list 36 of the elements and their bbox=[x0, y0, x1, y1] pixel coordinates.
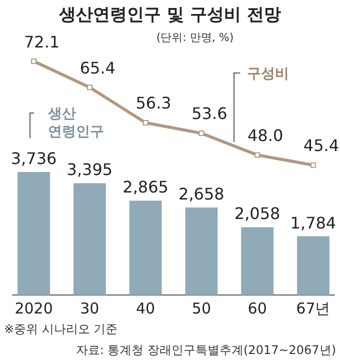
text: 구성비 bbox=[247, 66, 289, 82]
x-tick-label: 67년 bbox=[296, 300, 330, 318]
data-label: 53.6 bbox=[192, 104, 228, 124]
data-label: 2,865 bbox=[122, 178, 168, 197]
data-label: 3,736 bbox=[10, 148, 57, 168]
data-label: 45.4 bbox=[303, 136, 340, 156]
x-tick-label: 30 bbox=[80, 300, 100, 318]
data-label: 72.1 bbox=[24, 32, 60, 52]
data-label: 56.3 bbox=[136, 94, 172, 113]
chart-subtitle: (단위: 만명, %) bbox=[156, 31, 234, 44]
bar bbox=[73, 183, 106, 295]
data-label: 1,784 bbox=[290, 213, 336, 232]
data-label: 2,058 bbox=[234, 204, 280, 224]
bar bbox=[241, 227, 274, 295]
text: 자료: 통계청 장래인구특별추계(2017~2067년) bbox=[76, 343, 336, 357]
data-label: 2,658 bbox=[178, 184, 224, 204]
bar bbox=[18, 172, 50, 295]
data-label: 48.0 bbox=[248, 126, 284, 145]
x-tick-label: 2020 bbox=[14, 300, 53, 318]
x-tick-label: 60 bbox=[248, 300, 267, 318]
chart-title: 생산연령인구 및 구성비 전망 bbox=[58, 5, 281, 25]
data-label: 3,395 bbox=[66, 160, 113, 180]
bar bbox=[185, 207, 218, 295]
point bbox=[198, 130, 204, 136]
x-tick-label: 40 bbox=[136, 300, 156, 318]
point bbox=[86, 84, 92, 90]
bar bbox=[297, 236, 330, 295]
point bbox=[31, 58, 37, 64]
text: 생산 연령인구 bbox=[47, 106, 104, 140]
x-tick-label: 50 bbox=[192, 300, 211, 318]
point bbox=[142, 120, 148, 126]
point bbox=[310, 162, 316, 168]
point bbox=[254, 152, 260, 158]
data-label: 65.4 bbox=[80, 58, 116, 78]
bar bbox=[129, 200, 162, 295]
text: ※중위 시나리오 기준 bbox=[4, 322, 118, 336]
